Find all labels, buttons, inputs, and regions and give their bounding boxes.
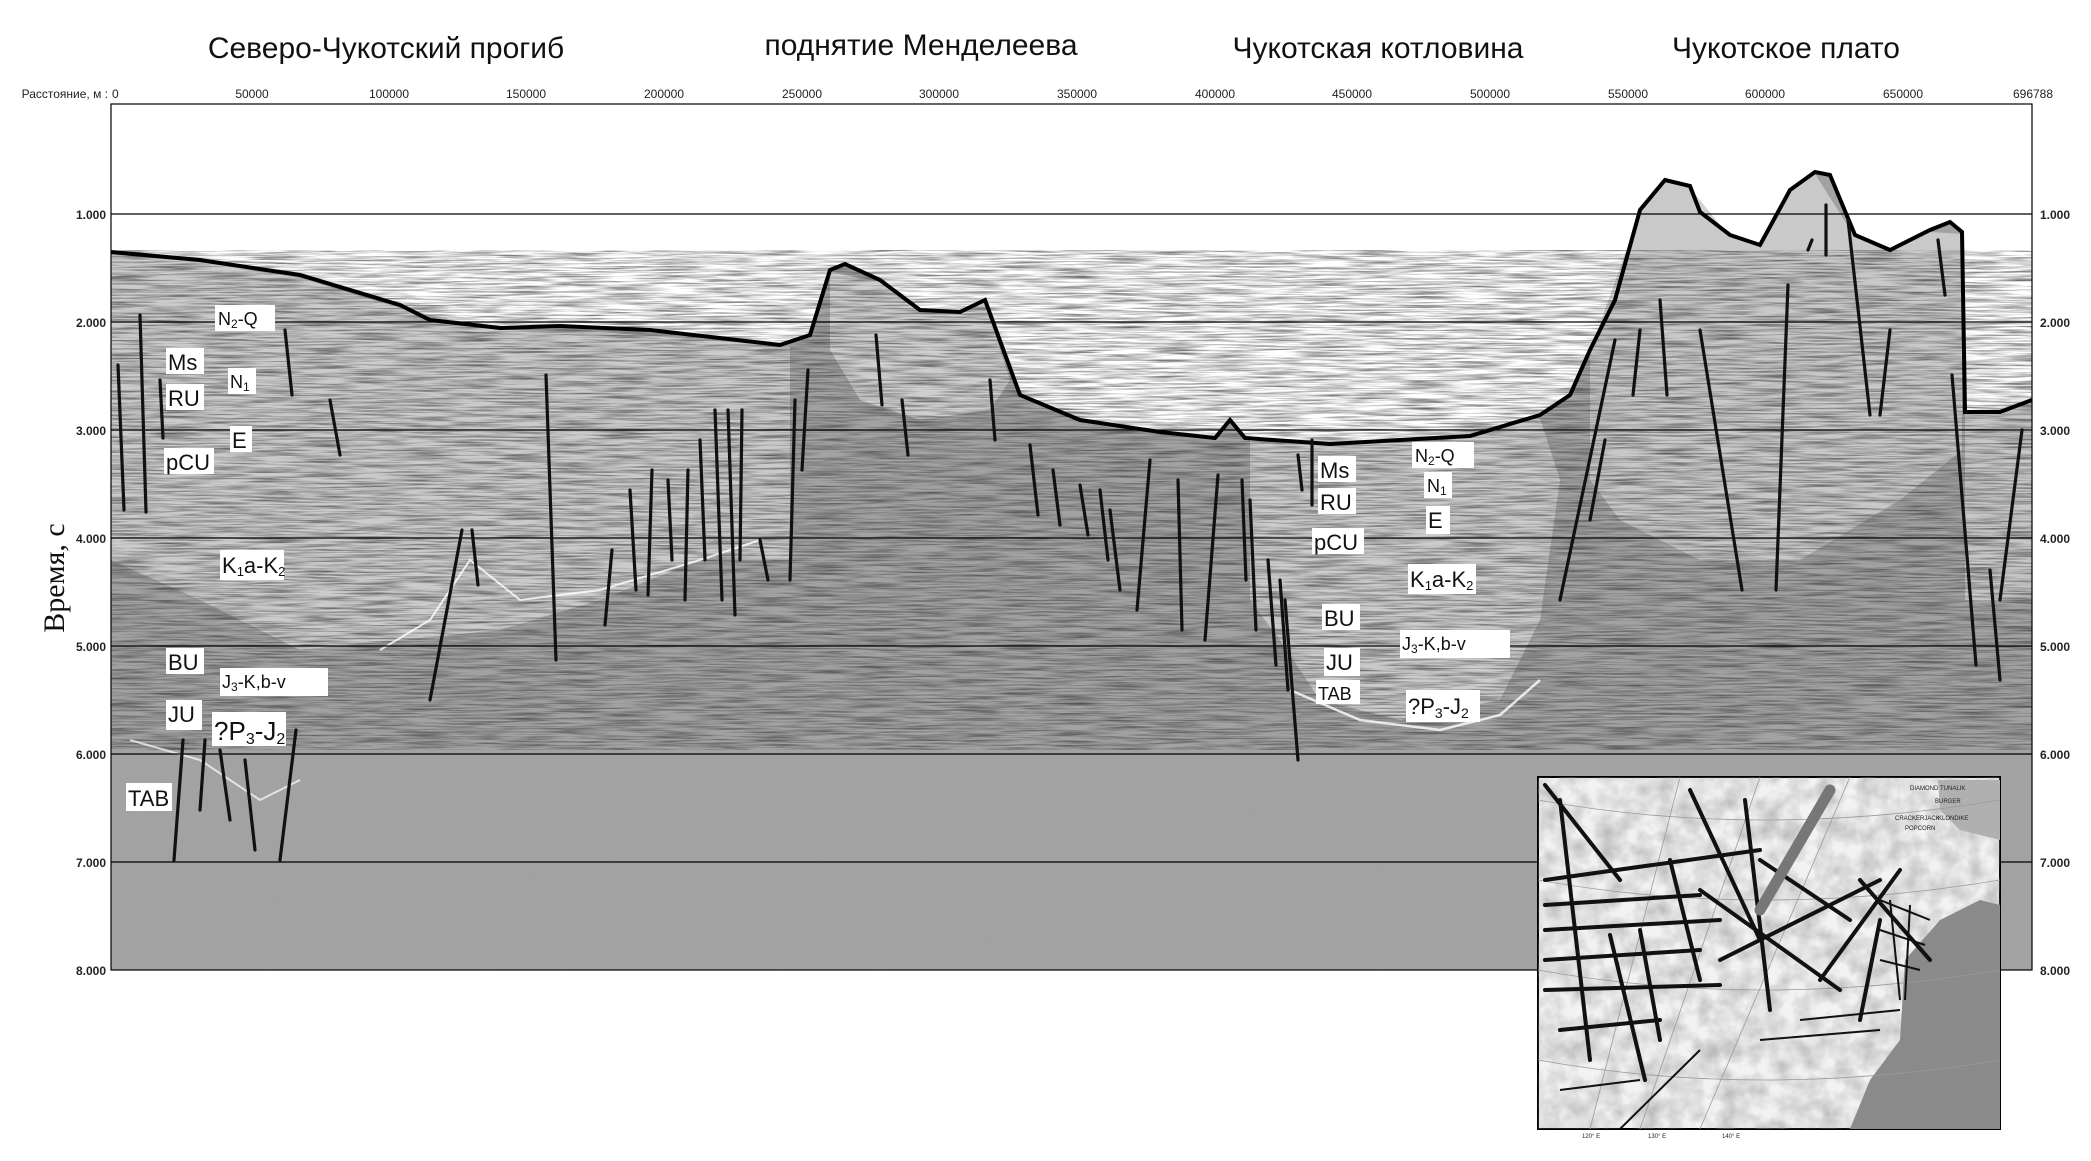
- y-tick-label: 3.000: [2040, 424, 2070, 438]
- map-label-burger: BURGER: [1935, 799, 1961, 805]
- unit-label-ju: JU: [168, 702, 195, 727]
- unit-label-pcu: pCU: [166, 450, 210, 475]
- unit-label-n2q: N2-Q: [1415, 446, 1455, 468]
- seismic-section: [111, 104, 2032, 970]
- region-titles: Северо-Чукотский прогиб поднятие Менделе…: [208, 29, 1900, 65]
- x-tick-label: 650000: [1883, 87, 1923, 101]
- x-tick-label: 200000: [644, 87, 684, 101]
- unit-label-ru: RU: [168, 386, 200, 411]
- x-tick-label: 250000: [782, 87, 822, 101]
- x-tick-label: 50000: [235, 87, 269, 101]
- unit-label-j3k: J3-K,b-v: [1402, 634, 1466, 656]
- unit-label-n2q: N2-Q: [218, 309, 258, 331]
- unit-labels-left: N2-Q Ms N1 RU E pCU K1a-K2 BU J3-K,b-v J…: [126, 305, 328, 811]
- x-tick-label: 550000: [1608, 87, 1648, 101]
- x-tick-label: 150000: [506, 87, 546, 101]
- unit-label-pcu: pCU: [1314, 530, 1358, 555]
- plot-frame: [110, 103, 2033, 971]
- y-tick-label: 5.000: [76, 640, 106, 654]
- y-axis-label: Время, с: [38, 523, 71, 632]
- region-title-mendeleev-rise: поднятие Менделеева: [764, 29, 1077, 62]
- y-tick-label: 6.000: [76, 748, 106, 762]
- unit-label-k1k2: K1a-K2: [222, 553, 285, 579]
- y-axis-right: 1.000 2.000 3.000 4.000 5.000 6.000 7.00…: [2040, 208, 2070, 978]
- y-tick-label: 8.000: [2040, 964, 2070, 978]
- y-tick-label: 1.000: [76, 208, 106, 222]
- y-tick-label: 3.000: [76, 424, 106, 438]
- y-tick-label: 5.000: [2040, 640, 2070, 654]
- unit-label-ms: Ms: [168, 350, 197, 375]
- y-tick-label: 8.000: [76, 964, 106, 978]
- x-tick-label: 300000: [919, 87, 959, 101]
- fault-lines: [116, 203, 2024, 862]
- x-tick-label: 350000: [1057, 87, 1097, 101]
- y-tick-label: 4.000: [2040, 532, 2070, 546]
- x-axis-label: Расстояние, м :: [22, 87, 108, 101]
- x-axis: Расстояние, м : 0 50000 100000 150000 20…: [22, 87, 2054, 101]
- y-axis-left: 1.000 2.000 3.000 4.000 5.000 6.000 7.00…: [76, 208, 106, 978]
- map-label-tunalik: TUNALIK: [1940, 786, 1965, 792]
- x-tick-label: 500000: [1470, 87, 1510, 101]
- unit-label-p3j2: ?P3-J2: [214, 716, 285, 748]
- unit-label-tab: TAB: [1318, 684, 1352, 704]
- unit-label-e: E: [232, 428, 247, 453]
- x-tick-label: 0: [112, 87, 119, 101]
- y-tick-label: 1.000: [2040, 208, 2070, 222]
- y-tick-label: 7.000: [76, 856, 106, 870]
- y-tick-label: 6.000: [2040, 748, 2070, 762]
- x-tick-label: 600000: [1745, 87, 1785, 101]
- unit-label-j3k: J3-K,b-v: [222, 672, 286, 694]
- unit-label-n1: N1: [1427, 476, 1447, 498]
- map-lon-label: 140° E: [1722, 1134, 1740, 1140]
- y-tick-label: 7.000: [2040, 856, 2070, 870]
- unit-label-p3j2: ?P3-J2: [1408, 694, 1469, 721]
- unit-label-ms: Ms: [1320, 458, 1349, 483]
- region-title-chukchi-basin: Чукотская котловина: [1233, 32, 1524, 65]
- unit-label-bu: BU: [1324, 606, 1355, 631]
- x-tick-label: 696788: [2013, 87, 2053, 101]
- unit-label-k1k2: K1a-K2: [1410, 567, 1473, 593]
- x-tick-label: 100000: [369, 87, 409, 101]
- region-title-north-chukchi-trough: Северо-Чукотский прогиб: [208, 32, 564, 65]
- unit-labels-right: N2-Q Ms N1 RU E pCU K1a-K2 BU J3-K,b-v J…: [1312, 442, 1510, 722]
- x-tick-label: 450000: [1332, 87, 1372, 101]
- y-tick-label: 2.000: [2040, 316, 2070, 330]
- inset-location-map: DIAMOND TUNALIK BURGER CRACKERJACK KLOND…: [1537, 776, 2001, 1140]
- unit-label-bu: BU: [168, 650, 199, 675]
- map-lon-label: 120° E: [1582, 1134, 1600, 1140]
- y-tick-label: 2.000: [76, 316, 106, 330]
- map-lon-label: 130° E: [1648, 1134, 1666, 1140]
- x-tick-label: 400000: [1195, 87, 1235, 101]
- map-label-klondike: KLONDIKE: [1938, 816, 1968, 822]
- unit-label-ju: JU: [1326, 650, 1353, 675]
- map-label-crackerjack: CRACKERJACK: [1895, 816, 1940, 822]
- map-label-diamond: DIAMOND: [1910, 786, 1939, 792]
- seafloor-reflector: [111, 169, 2032, 447]
- unit-label-n1: N1: [230, 372, 250, 394]
- unit-label-e: E: [1428, 508, 1443, 533]
- region-title-chukchi-plateau: Чукотское плато: [1672, 32, 1900, 65]
- profile-location-line: [1754, 784, 1836, 916]
- unit-label-ru: RU: [1320, 490, 1352, 515]
- map-label-popcorn: POPCORN: [1905, 826, 1935, 832]
- unit-label-tab: TAB: [128, 786, 169, 811]
- y-tick-label: 4.000: [76, 532, 106, 546]
